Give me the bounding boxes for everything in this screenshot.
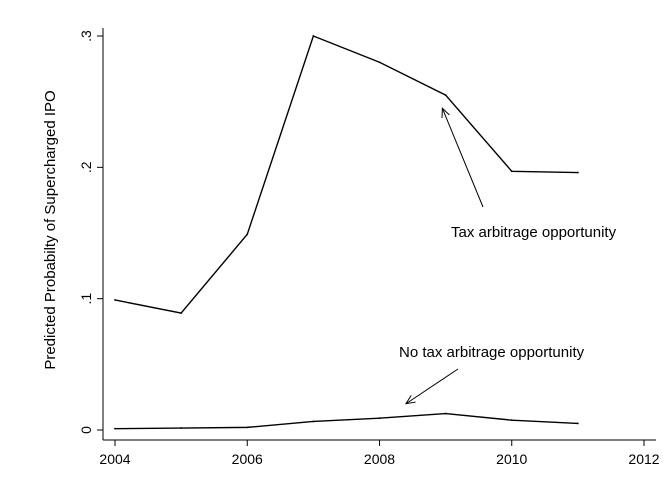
x-tick-label: 2010 — [496, 451, 527, 467]
x-tick-label: 2004 — [99, 451, 130, 467]
data-point — [510, 170, 513, 173]
y-tick-label: .3 — [78, 30, 94, 42]
annotation-label: Tax arbitrage opportunity — [451, 224, 617, 241]
data-point — [114, 427, 116, 430]
data-point — [114, 299, 116, 301]
data-point — [312, 420, 315, 423]
annotation-label: No tax arbitrage opportunity — [399, 344, 585, 361]
annotation-arrow — [442, 108, 484, 208]
data-point — [378, 61, 381, 64]
data-point — [444, 412, 447, 415]
data-point — [510, 419, 513, 422]
y-tick-label: 0 — [78, 426, 94, 434]
data-point — [576, 422, 579, 425]
series-line-1 — [114, 35, 578, 314]
y-tick-label: .2 — [78, 161, 94, 173]
data-point — [444, 94, 447, 96]
x-tick-label: 2008 — [364, 451, 395, 467]
annotation-layer: Tax arbitrage opportunity No tax arbitrag… — [399, 108, 617, 404]
data-point — [180, 312, 183, 315]
axes: 2004 2006 2008 2010 2012 0 .1 .2 .3 — [78, 28, 660, 467]
x-tick-label: 2006 — [232, 451, 263, 467]
series-layer — [114, 35, 579, 430]
y-axis-label: Predicted Probabilty of Supercharged IPO — [42, 90, 59, 369]
data-point — [180, 427, 183, 429]
data-point — [246, 426, 249, 429]
y-tick-label: .1 — [78, 293, 94, 305]
data-point — [378, 417, 381, 420]
annotation-arrow — [406, 368, 459, 404]
data-point — [246, 233, 249, 236]
data-point — [576, 171, 579, 174]
x-tick-label: 2012 — [628, 451, 659, 467]
data-point — [312, 35, 315, 37]
series-line-2 — [114, 412, 578, 430]
